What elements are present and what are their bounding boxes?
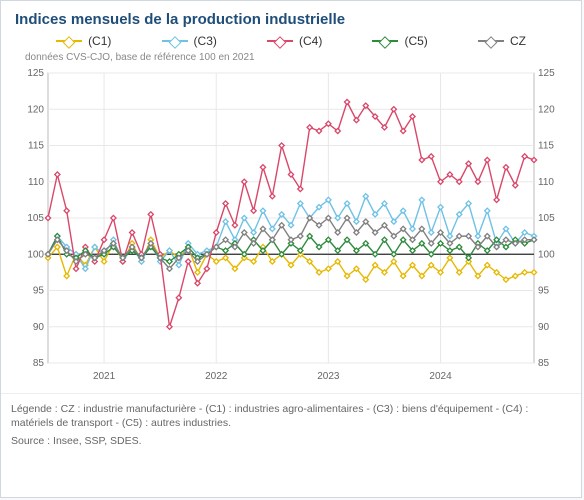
svg-text:120: 120 xyxy=(27,104,44,115)
svg-text:110: 110 xyxy=(28,177,44,188)
svg-text:90: 90 xyxy=(538,322,550,333)
legend-swatch-icon xyxy=(56,40,82,42)
svg-text:2023: 2023 xyxy=(317,371,340,382)
svg-text:105: 105 xyxy=(27,213,44,224)
legend-label: (C4) xyxy=(299,34,322,48)
svg-text:85: 85 xyxy=(538,358,550,369)
legend-swatch-icon xyxy=(372,40,398,42)
legend-label: (C5) xyxy=(404,34,427,48)
svg-text:110: 110 xyxy=(538,177,554,188)
legend-swatch-icon xyxy=(162,40,188,42)
svg-text:105: 105 xyxy=(538,213,555,224)
legend-row: (C1) (C3) (C4) (C5) CZ xyxy=(1,32,581,50)
legend-item-c5[interactable]: (C5) xyxy=(372,34,427,48)
legend-item-c4[interactable]: (C4) xyxy=(267,34,322,48)
legend-item-c1[interactable]: (C1) xyxy=(56,34,111,48)
chart-svg: 85 85 90 90 95 95 100 100 105 105 110 110 115 115 120 1… xyxy=(18,67,564,387)
legend-item-cz[interactable]: CZ xyxy=(478,34,526,48)
svg-text:100: 100 xyxy=(27,249,44,260)
legend-swatch-icon xyxy=(267,40,293,42)
svg-text:125: 125 xyxy=(27,68,44,79)
svg-text:95: 95 xyxy=(33,286,45,297)
svg-text:2022: 2022 xyxy=(205,371,228,382)
chart-card: Indices mensuels de la production indust… xyxy=(0,0,582,498)
legend-item-c3[interactable]: (C3) xyxy=(162,34,217,48)
footer-source-text: Source : Insee, SSP, SDES. xyxy=(11,434,571,448)
svg-text:95: 95 xyxy=(538,286,550,297)
legend-label: (C3) xyxy=(194,34,217,48)
chart-footer: Légende : CZ : industrie manufacturière … xyxy=(1,393,581,453)
svg-text:2021: 2021 xyxy=(93,371,116,382)
legend-label: CZ xyxy=(510,34,526,48)
chart-title: Indices mensuels de la production indust… xyxy=(1,1,581,32)
svg-text:125: 125 xyxy=(538,68,555,79)
svg-text:115: 115 xyxy=(538,141,554,152)
svg-text:100: 100 xyxy=(538,249,555,260)
chart-plot-area: 85 85 90 90 95 95 100 100 105 105 110 110 115 115 120 1… xyxy=(18,67,564,387)
chart-subtitle: données CVS-CJO, base de référence 100 e… xyxy=(1,52,581,63)
legend-swatch-icon xyxy=(478,40,504,42)
svg-text:115: 115 xyxy=(28,141,44,152)
footer-legend-text: Légende : CZ : industrie manufacturière … xyxy=(11,402,571,430)
legend-label: (C1) xyxy=(88,34,111,48)
svg-text:90: 90 xyxy=(33,322,45,333)
svg-text:120: 120 xyxy=(538,104,555,115)
svg-text:85: 85 xyxy=(33,358,45,369)
svg-text:2024: 2024 xyxy=(429,371,452,382)
